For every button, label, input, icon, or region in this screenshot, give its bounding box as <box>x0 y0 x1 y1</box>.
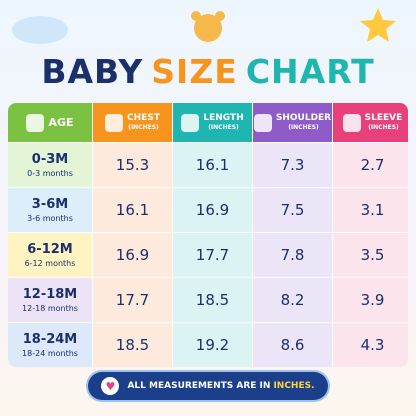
age-label: 0-3M <box>31 152 69 167</box>
title-word: BABY <box>41 52 144 91</box>
value-cell: 3.9 <box>333 278 408 322</box>
header-icon <box>253 113 272 132</box>
header-unit: (INCHES) <box>288 124 319 131</box>
value-cell: 7.5 <box>253 188 332 232</box>
header-unit: (INCHES) <box>368 124 399 131</box>
value-cell: 7.8 <box>253 233 332 277</box>
star <box>360 8 396 42</box>
header-icon <box>181 113 200 132</box>
header-name: SLEEVE <box>364 113 403 123</box>
value-cell: 8.2 <box>253 278 332 322</box>
age-cell: 12-18M 12-18 months <box>8 278 92 322</box>
value-cell: 16.1 <box>173 143 252 187</box>
header-text: LENGTH (INCHES) <box>203 114 243 131</box>
value-cell: 15.3 <box>93 143 172 187</box>
header-text: AGE <box>48 117 73 128</box>
bear-face <box>194 14 222 42</box>
age-label: 6-12M <box>27 242 73 257</box>
title: BABY SIZE CHART <box>0 52 416 91</box>
age-cell: 18-24M 18-24 months <box>8 323 92 367</box>
age-cell: 6-12M 6-12 months <box>8 233 92 277</box>
value-cell: 17.7 <box>173 233 252 277</box>
header-icon <box>105 113 124 132</box>
value-cell: 8.6 <box>253 323 332 367</box>
value-cell: 3.1 <box>333 188 408 232</box>
header-cell: CHEST (INCHES) <box>93 103 172 142</box>
value-cell: 17.7 <box>93 278 172 322</box>
footer-highlight: INCHES. <box>273 381 315 391</box>
header-unit: (INCHES) <box>208 124 239 131</box>
title-word: SIZE <box>151 52 238 91</box>
value-cell: 18.5 <box>173 278 252 322</box>
age-range: 12-18 months <box>22 304 78 313</box>
header-unit: (INCHES) <box>128 124 159 131</box>
value-cell: 16.1 <box>93 188 172 232</box>
header-name: SHOULDER <box>275 113 332 123</box>
header-cell: LENGTH (INCHES) <box>173 103 252 142</box>
value-cell: 7.3 <box>253 143 332 187</box>
size-table: AGE CHEST (INCHES) LENGTH (INCHES) SHOULDER (I… <box>8 103 408 367</box>
value-cell: 4.3 <box>333 323 408 367</box>
value-cell: 16.9 <box>93 233 172 277</box>
value-cell: 16.9 <box>173 188 252 232</box>
bear-ear <box>191 11 201 21</box>
cloud <box>12 16 68 44</box>
age-label: 3-6M <box>31 197 69 212</box>
value-cell: 19.2 <box>173 323 252 367</box>
bear-ear <box>215 11 225 21</box>
age-cell: 3-6M 3-6 months <box>8 188 92 232</box>
header-icon <box>26 113 45 132</box>
age-range: 0-3 months <box>27 169 73 178</box>
value-cell: 3.5 <box>333 233 408 277</box>
age-label: 12-18M <box>22 287 78 302</box>
age-label: 18-24M <box>22 332 78 347</box>
age-range: 3-6 months <box>27 214 73 223</box>
decorations <box>12 8 396 44</box>
value-cell: 2.7 <box>333 143 408 187</box>
footer-text: ALL MEASUREMENTS ARE IN <box>127 381 271 391</box>
header-cell: SLEEVE (INCHES) <box>333 103 408 142</box>
header-text: CHEST (INCHES) <box>127 114 160 131</box>
age-cell: 0-3M 0-3 months <box>8 143 92 187</box>
value-cell: 18.5 <box>93 323 172 367</box>
heart-icon: ♥ <box>101 377 120 395</box>
header-cell: AGE <box>8 103 92 142</box>
header-text: SHOULDER (INCHES) <box>276 114 331 131</box>
header-icon <box>342 113 361 132</box>
title-word: CHART <box>245 52 375 91</box>
header-text: SLEEVE (INCHES) <box>365 114 403 131</box>
age-range: 18-24 months <box>22 349 78 358</box>
header-name: AGE <box>48 116 74 129</box>
header-name: LENGTH <box>203 113 244 123</box>
footer: ♥ ALL MEASUREMENTS ARE IN INCHES. <box>88 372 328 400</box>
header-cell: SHOULDER (INCHES) <box>253 103 332 142</box>
age-range: 6-12 months <box>24 259 76 268</box>
header-name: CHEST <box>127 113 160 123</box>
